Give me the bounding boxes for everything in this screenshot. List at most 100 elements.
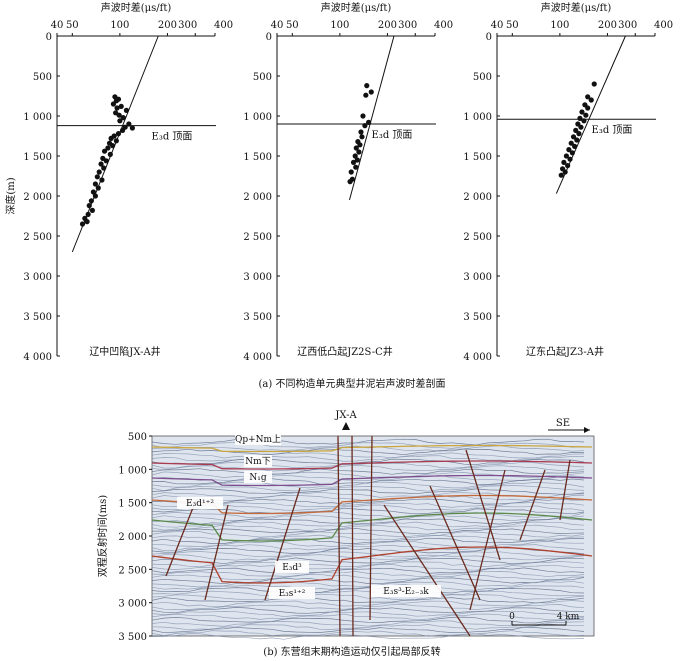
boundary-label: E₃d 顶面 — [372, 129, 413, 141]
horizon-label-box — [269, 587, 315, 599]
seismic-y-tick-label: 1 500 — [118, 499, 147, 510]
data-point — [110, 143, 116, 149]
seismic-reflector — [151, 441, 585, 449]
data-point — [353, 145, 359, 151]
seismic-reflector — [151, 445, 585, 452]
scale-bar-end: 4 km — [557, 612, 580, 622]
seismic-reflector — [151, 587, 585, 594]
data-point — [118, 103, 124, 109]
data-point — [89, 207, 95, 213]
data-point — [577, 115, 583, 121]
seismic-fault — [204, 504, 229, 601]
seismic-reflector — [151, 468, 585, 475]
horizon-label-box — [244, 455, 272, 467]
scatter-panel-2: 声波时差(μs/ft) 40 50 100 200 300 400 0 500 1 000 1 50… — [243, 1, 453, 363]
y-tick-label: 3 500 — [463, 312, 492, 323]
y-tick-label: 4 000 — [23, 352, 52, 363]
boundary-label: E₃d 顶面 — [592, 124, 633, 136]
x-tick-label: 40 — [491, 20, 504, 31]
seismic-reflector — [151, 600, 585, 608]
y-tick-label: 1 000 — [243, 112, 272, 123]
y-tick-label: 3 000 — [23, 272, 52, 283]
x-tick-label: 300 — [178, 20, 197, 31]
data-point — [558, 172, 564, 178]
seismic-reflector — [151, 478, 585, 485]
caption-a: (a) 不同构造单元典型井泥岩声波时差剖面 — [259, 377, 446, 390]
seismic-reflector — [151, 471, 585, 479]
data-point — [117, 118, 123, 124]
data-point — [585, 94, 591, 100]
well-title: 辽东凸起JZ3-A井 — [526, 345, 604, 358]
data-point — [108, 135, 114, 141]
seismic-reflector — [152, 527, 585, 535]
seismic-fault — [264, 487, 301, 601]
data-point — [366, 119, 372, 125]
scale-bar-start: 0 — [509, 612, 515, 622]
seismic-y-tick-label: 3 000 — [118, 599, 147, 610]
y-tick-label: 4 000 — [463, 352, 492, 363]
data-point — [357, 142, 363, 148]
y-tick-label: 2 000 — [243, 192, 272, 203]
seismic-reflector — [151, 544, 585, 552]
x-tick-label: 50 — [506, 20, 519, 31]
seismic-reflector — [151, 577, 585, 585]
seismic-fault — [369, 435, 373, 621]
seismic-reflector — [151, 438, 585, 446]
y-tick-label: 3 500 — [243, 312, 272, 323]
seismic-reflector — [151, 623, 584, 631]
seismic-fault — [465, 449, 501, 561]
seismic-fault — [469, 469, 506, 611]
x-tick-label: 40 — [51, 20, 64, 31]
y-tick-label: 2 000 — [23, 192, 52, 203]
seismic-reflector — [151, 607, 585, 614]
scatter-panel-3: 声波时差(μs/ft) 40 50 100 200 300 400 0 500 1 000 1 50… — [463, 1, 673, 363]
seismic-fault — [519, 469, 546, 541]
data-point — [570, 134, 577, 140]
data-point — [585, 105, 591, 111]
y-tick-label: 3 500 — [23, 312, 52, 323]
seismic-reflector — [151, 590, 585, 597]
seismic-fault — [429, 485, 481, 601]
seismic-reflector — [151, 485, 585, 492]
seismic-y-tick-label: 1 000 — [118, 465, 147, 476]
seismic-reflector — [151, 563, 585, 571]
data-point — [354, 157, 360, 163]
seismic-fault — [383, 504, 471, 637]
data-point — [92, 181, 99, 187]
data-point — [129, 125, 135, 131]
direction-label: SE — [556, 418, 570, 429]
seismic-reflector — [151, 452, 585, 459]
seismic-reflector — [151, 613, 585, 621]
seismic-y-tick-label: 2 500 — [118, 565, 147, 576]
seismic-reflector — [151, 630, 585, 637]
y-tick-label: 1 500 — [243, 152, 272, 163]
data-point — [588, 97, 594, 103]
data-point — [576, 131, 582, 137]
x-tick-label: 200 — [158, 20, 177, 31]
data-point — [581, 118, 587, 124]
x-axis-label: 声波时差(μs/ft) — [321, 1, 392, 14]
data-point — [362, 123, 368, 129]
data-point — [565, 163, 571, 169]
data-point — [79, 221, 86, 227]
data-point — [123, 107, 130, 113]
horizon-label: N₁g — [249, 473, 266, 483]
data-point — [114, 105, 120, 111]
data-point — [575, 121, 581, 127]
x-tick-label: 300 — [618, 20, 637, 31]
data-point — [105, 145, 111, 151]
y-tick-label: 1 500 — [23, 152, 52, 163]
y-tick-label: 500 — [33, 72, 52, 83]
data-point — [103, 158, 109, 164]
seismic-reflector — [151, 524, 585, 532]
data-point — [90, 189, 97, 195]
horizon-label: E₃s³-E₂₋₃k — [383, 587, 429, 597]
y-tick-label: 500 — [253, 72, 272, 83]
x-axis-label: 声波时差(μs/ft) — [101, 1, 172, 14]
seismic-reflector — [151, 507, 585, 515]
seismic-y-tick-label: 3 500 — [118, 632, 147, 643]
horizon-label-box — [244, 471, 272, 483]
y-axis-label: 深度(m) — [4, 177, 17, 214]
horizon-label-box — [177, 497, 223, 509]
